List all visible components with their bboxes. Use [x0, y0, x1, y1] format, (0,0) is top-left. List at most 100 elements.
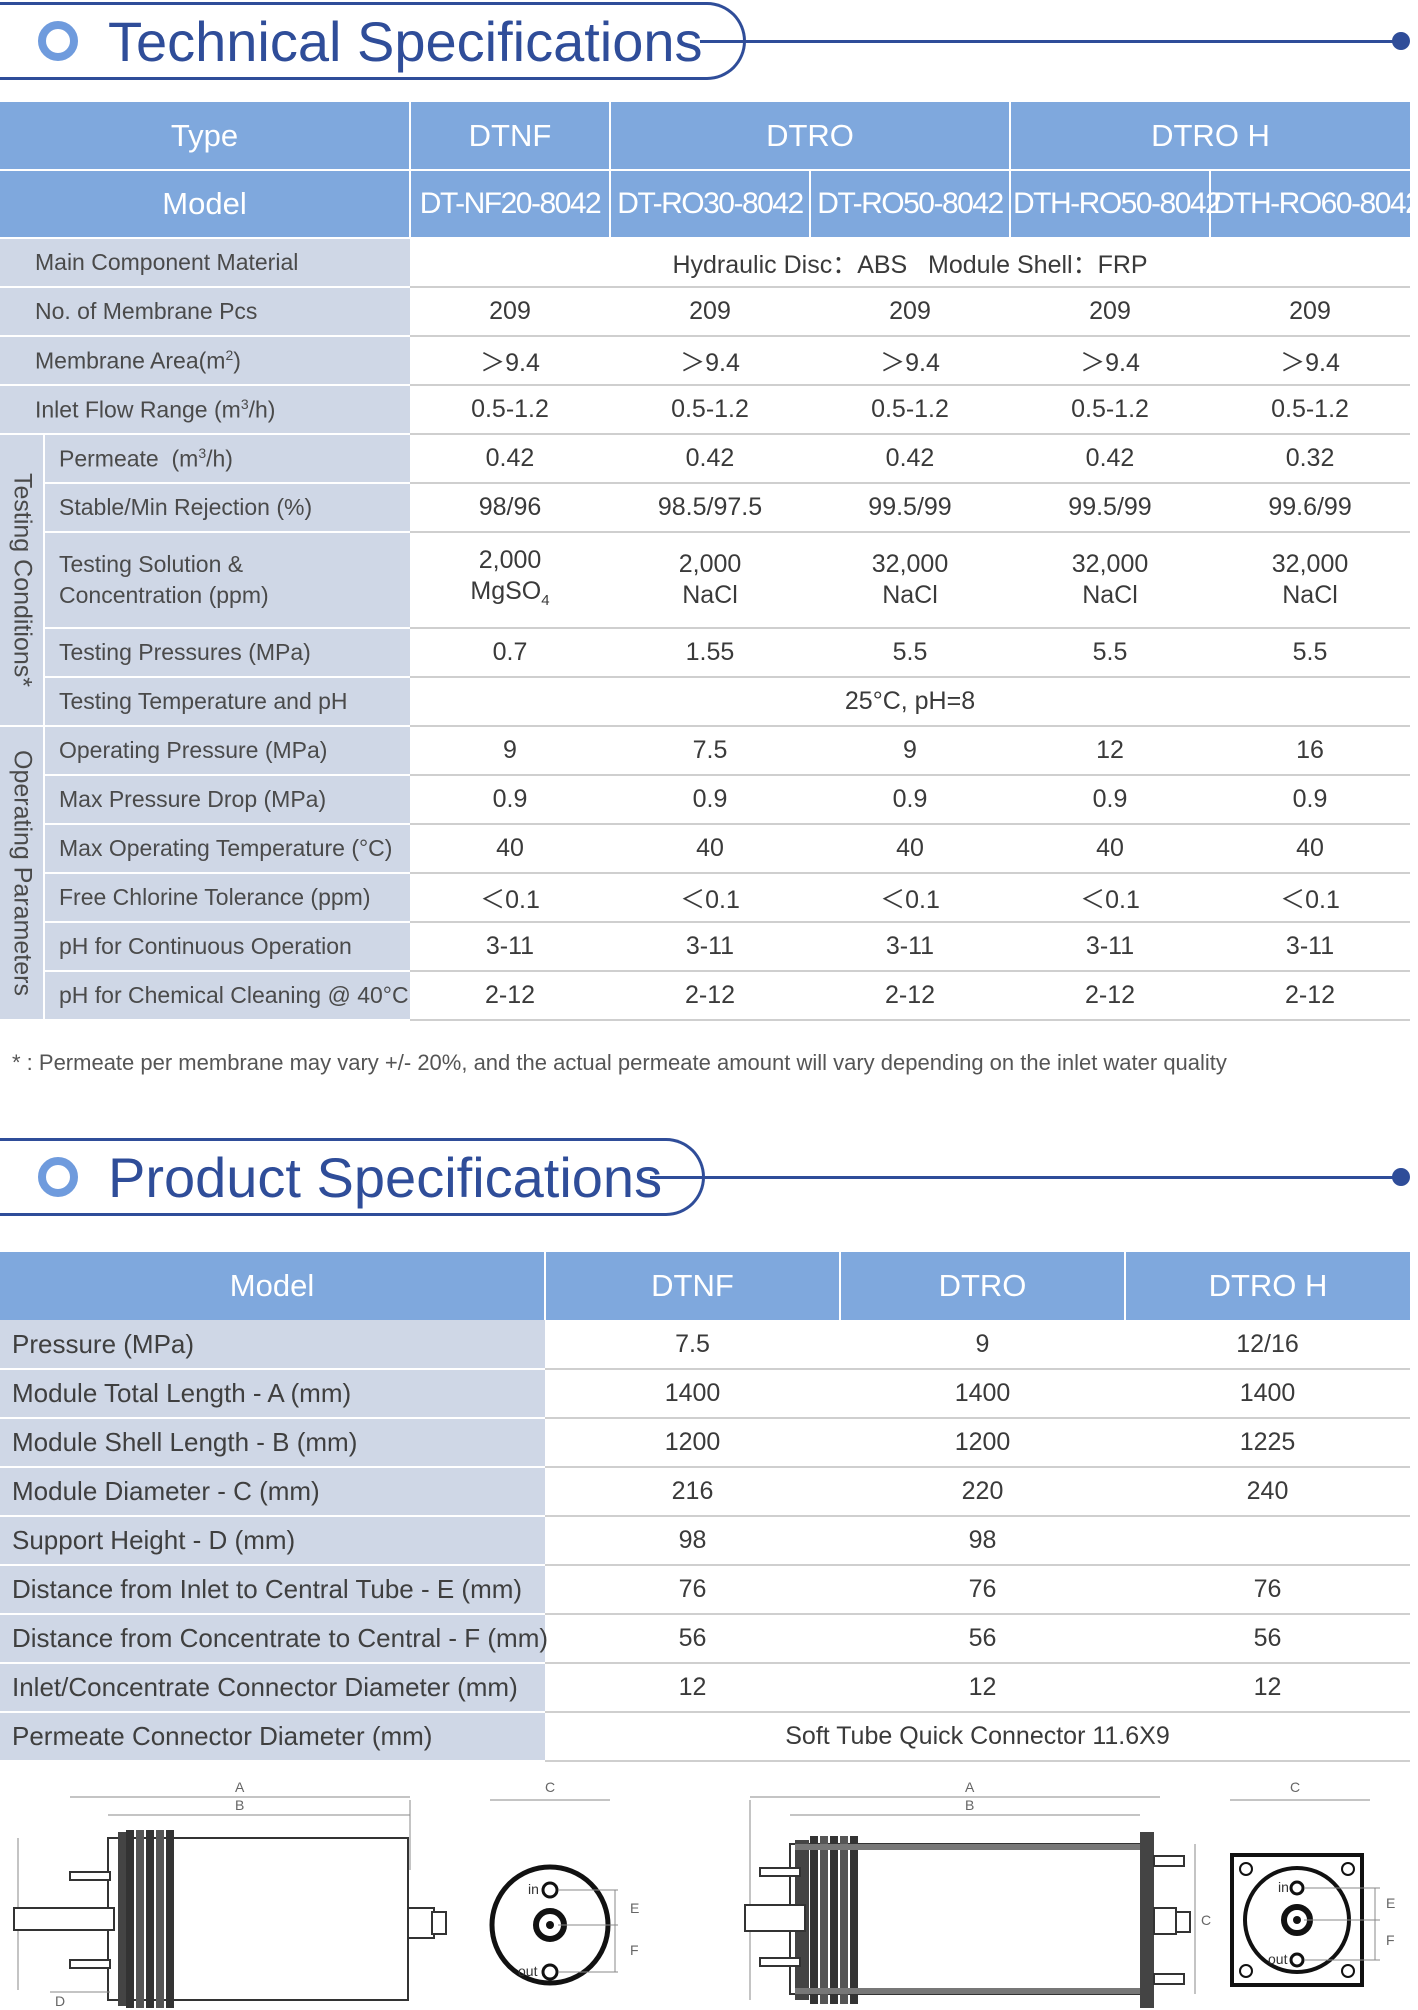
operating-group: Operating Parameters [0, 726, 45, 1021]
conc-value: 32,000 [1271, 550, 1349, 578]
value-cell: 0.5-1.2 [1210, 385, 1411, 435]
solute-value: NaCl [882, 581, 938, 609]
material-row: Main Component Material Hydraulic Disc：A… [0, 238, 1411, 288]
test-temp-row: Testing Temperature and pH 25°C, pH=8 [0, 677, 1411, 727]
row-label: Testing Pressures (MPa) [44, 628, 410, 678]
inlet-port [69, 1871, 111, 1881]
value-cell: 0.32 [1210, 434, 1411, 484]
row-label: pH for Chemical Cleaning @ 40°C [44, 971, 410, 1021]
value-cell: 56 [545, 1614, 840, 1664]
value-cell: 0.9 [610, 775, 810, 825]
technical-spec-table: Type DTNF DTRO DTRO H Model DT-NF20-8042… [0, 102, 1418, 1021]
inlet-port [759, 1867, 801, 1877]
value-cell: 32,000 NaCl [1210, 532, 1411, 629]
row-label: Testing Solution & Concentration (ppm) [44, 532, 410, 629]
outlet-port-circle [1289, 1952, 1305, 1968]
dtro-side-diagram: A B D [13, 1779, 447, 2009]
membrane-area-row: Membrane Area(m2) ＞9.4 ＞9.4 ＞9.4 ＞9.4 ＞9… [0, 336, 1411, 386]
conc-value: 32,000 [871, 550, 949, 578]
op-pressure-row: Operating Parameters Operating Pressure … [0, 726, 1411, 1021]
value-cell: 40 [810, 824, 1011, 874]
model-cell: DT-RO30-8042 [610, 170, 811, 239]
row-label: Module Shell Length - B (mm) [0, 1418, 545, 1468]
testing-group-label: Testing Conditions* [8, 472, 36, 688]
permeate-connector [1175, 1911, 1191, 1933]
product-row: Module Shell Length - B (mm) 1200 1200 1… [0, 1418, 1410, 1468]
technical-title: Technical Specifications [108, 9, 703, 73]
outlet-port-circle [541, 1963, 559, 1981]
value-cell: 56 [840, 1614, 1125, 1664]
value-cell: 0.9 [1010, 775, 1211, 825]
value-cell: 98 [840, 1516, 1125, 1566]
row-label: Max Operating Temperature (°C) [44, 824, 410, 874]
value-cell: 0.42 [1010, 434, 1211, 484]
value-cell: 99.6/99 [1210, 483, 1411, 533]
value-cell: 216 [545, 1467, 840, 1517]
value-cell: ＞9.4 [1010, 336, 1211, 386]
value-cell: 40 [410, 824, 610, 874]
value-cell: 98/96 [410, 483, 610, 533]
product-row: Support Height - D (mm) 98 98 [0, 1516, 1410, 1566]
value-cell: 5.5 [1210, 628, 1411, 678]
dim-label-a: A [965, 1779, 975, 1795]
inlet-port-circle [541, 1881, 559, 1899]
value-cell: 98.5/97.5 [610, 483, 810, 533]
value-cell: 3-11 [410, 922, 610, 972]
row-label: No. of Membrane Pcs [0, 287, 410, 337]
value-cell: 12/16 [1125, 1320, 1410, 1370]
dim-label-c: C [1201, 1912, 1211, 1928]
membrane-stack [126, 1830, 174, 2008]
value-cell: 2-12 [1210, 971, 1411, 1021]
row-label: Testing Temperature and pH [44, 677, 410, 727]
outlet-port [759, 1957, 801, 1967]
membrane-stack [810, 1836, 858, 2004]
value-cell: 99.5/99 [1010, 483, 1211, 533]
dim-label-d: D [55, 1993, 65, 2009]
value-cell: 56 [1125, 1614, 1410, 1664]
test-pressure-row: Testing Pressures (MPa) 0.7 1.55 5.5 5.5… [0, 628, 1411, 678]
value-cell: 12 [1125, 1663, 1410, 1713]
footnote: * : Permeate per membrane may vary +/- 2… [12, 1050, 1227, 1075]
value-cell: 7.5 [545, 1320, 840, 1370]
row-label: Inlet/Concentrate Connector Diameter (mm… [0, 1663, 545, 1713]
row-label: Inlet Flow Range (m3/h) [0, 385, 410, 435]
type-dtnf: DTNF [410, 102, 611, 171]
product-header-row: Model DTNF DTRO DTRO H [0, 1252, 1410, 1320]
value-cell: 220 [840, 1467, 1125, 1517]
in-label: in [1278, 1879, 1289, 1895]
row-label: Permeate Connector Diameter (mm) [0, 1712, 545, 1762]
operating-group-label: Operating Parameters [8, 750, 36, 996]
label-text: ) [233, 347, 241, 374]
value-cell: 0.7 [410, 628, 610, 678]
value-cell: 1400 [545, 1369, 840, 1419]
permeate-connector [431, 1911, 447, 1935]
technical-section-header: Technical Specifications [0, 2, 1418, 82]
outlet-port [69, 1959, 111, 1969]
type-dtnf: DTNF [545, 1252, 841, 1320]
value-cell [1125, 1516, 1410, 1566]
value-cell: 1225 [1125, 1418, 1410, 1468]
value-cell: 0.42 [610, 434, 810, 484]
dim-label-f: F [630, 1942, 639, 1958]
dim-label-f: F [1386, 1932, 1395, 1948]
value-cell: ＜0.1 [1210, 873, 1411, 923]
label-sup: 2 [225, 346, 234, 363]
label-text: Permeate (m [59, 445, 199, 472]
row-label: Distance from Inlet to Central Tube - E … [0, 1565, 545, 1615]
value-cell: 40 [1010, 824, 1211, 874]
end-cap [1153, 1907, 1177, 1935]
model-cell: DT-NF20-8042 [410, 170, 611, 239]
value-cell: ＞9.4 [810, 336, 1011, 386]
value-cell: 1400 [1125, 1369, 1410, 1419]
value-cell: 12 [840, 1663, 1125, 1713]
value-cell: 3-11 [610, 922, 810, 972]
value-cell: 1200 [840, 1418, 1125, 1468]
value-cell: 12 [545, 1663, 840, 1713]
value-cell: 40 [610, 824, 810, 874]
row-label: Distance from Concentrate to Central - F… [0, 1614, 548, 1664]
value-cell: 7.5 [610, 726, 810, 776]
test-temp-value: 25°C, pH=8 [410, 677, 1411, 727]
row-label: pH for Continuous Operation [44, 922, 410, 972]
row-label: Stable/Min Rejection (%) [44, 483, 410, 533]
product-row: Module Diameter - C (mm) 216 220 240 [0, 1467, 1410, 1517]
